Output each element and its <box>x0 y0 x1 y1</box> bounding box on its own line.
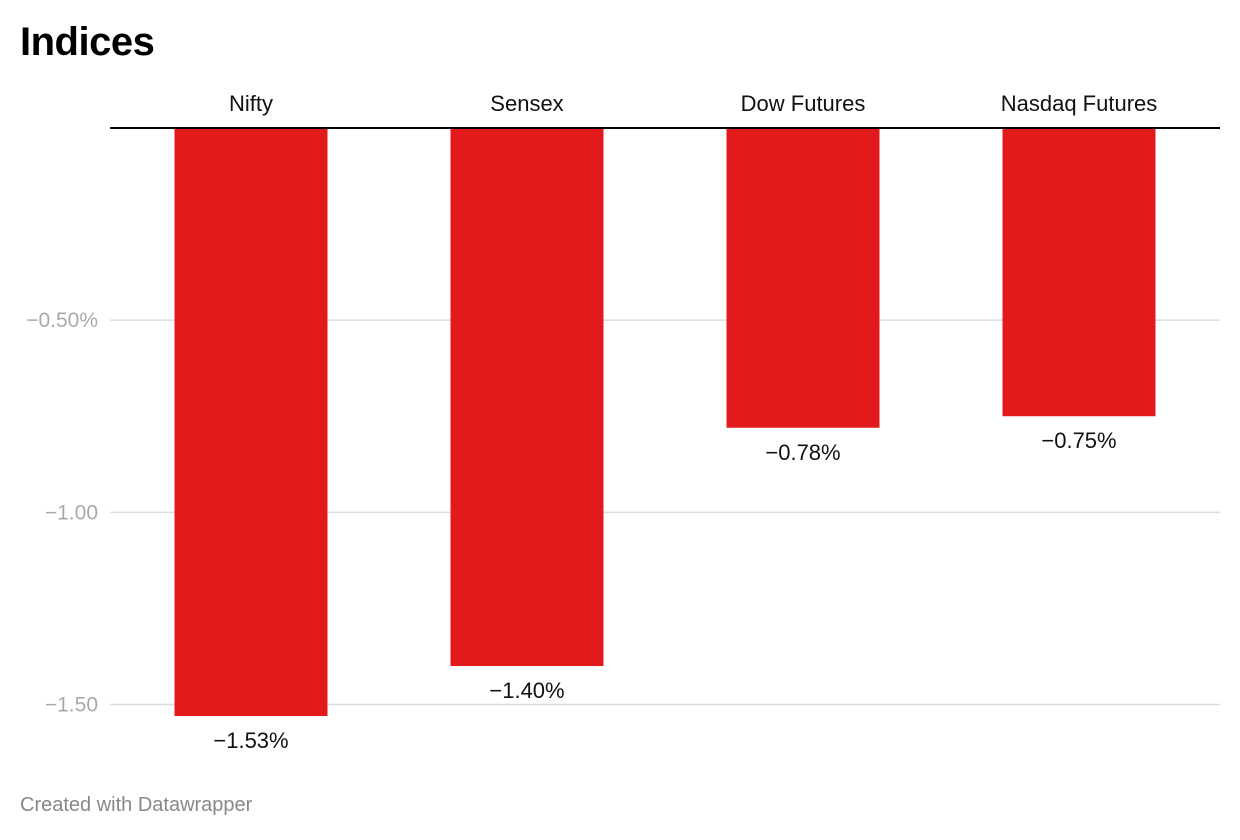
y-tick-label: −1.00 <box>45 501 98 524</box>
category-label: Sensex <box>490 91 563 116</box>
value-label: −1.53% <box>213 728 288 753</box>
category-label: Nasdaq Futures <box>1001 91 1158 116</box>
attribution-footer: Created with Datawrapper <box>20 794 253 816</box>
value-label: −0.75% <box>1041 428 1116 453</box>
y-tick-label: −1.50 <box>45 693 98 716</box>
value-label: −0.78% <box>765 440 840 465</box>
bar <box>174 128 328 716</box>
chart-title: Indices <box>20 20 155 64</box>
category-label: Dow Futures <box>741 91 866 116</box>
bar <box>1002 128 1156 417</box>
category-label: Nifty <box>229 91 273 116</box>
bar <box>726 128 880 428</box>
value-label: −1.40% <box>489 678 564 703</box>
y-tick-label: −0.50% <box>26 309 98 332</box>
bar <box>450 128 604 667</box>
